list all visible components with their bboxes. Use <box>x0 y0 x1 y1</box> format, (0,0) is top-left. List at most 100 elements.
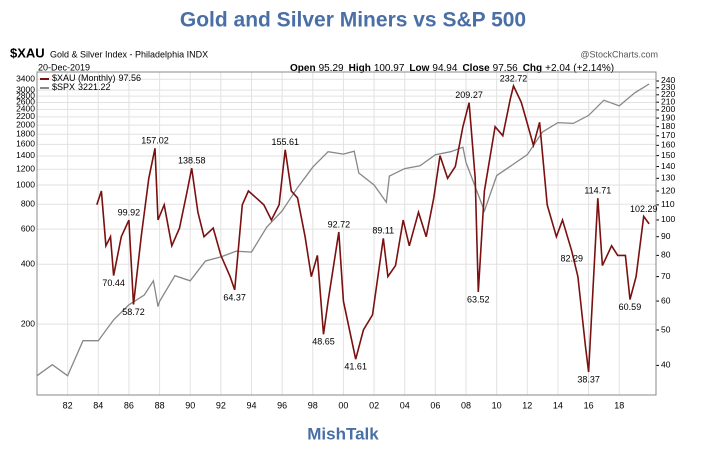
annotation: 92.72 <box>328 219 351 229</box>
y2-tick-label: 50 <box>661 324 671 334</box>
annotation: 70.44 <box>102 278 125 288</box>
y-tick-label: 2200 <box>16 111 35 121</box>
quote-label: Chg <box>523 63 542 74</box>
x-tick-label: 90 <box>185 400 195 410</box>
x-tick-label: 96 <box>277 400 287 410</box>
x-tick-label: 08 <box>461 400 471 410</box>
quote: Open 95.29 High 100.97 Low 94.94 Close 97.56 Chg… <box>290 63 614 74</box>
plot-frame <box>36 71 657 396</box>
annotation: 102.29 <box>630 204 658 214</box>
y-tick-label: 2000 <box>16 119 35 129</box>
annotation: 99.92 <box>118 207 141 217</box>
y2-tick-label: 110 <box>661 199 675 209</box>
annotation: 157.02 <box>141 136 169 146</box>
y-tick-label: 2600 <box>16 97 35 107</box>
y-tick-label: 1200 <box>16 164 35 174</box>
annotation: 138.58 <box>178 156 206 166</box>
x-tick-label: 84 <box>93 400 103 410</box>
y2-tick-label: 60 <box>661 295 671 305</box>
description: Gold & Silver Index - Philadelphia INDX <box>50 49 208 59</box>
series-line <box>96 83 650 373</box>
y2-tick-label: 150 <box>661 150 675 160</box>
annotation: 82.29 <box>560 253 583 263</box>
x-tick-label: 12 <box>522 400 532 410</box>
y2-tick-label: 170 <box>661 130 675 140</box>
footer: MishTalk <box>307 424 379 443</box>
x-tick-label: 82 <box>63 400 73 410</box>
x-tick-label: 98 <box>308 400 318 410</box>
legend-value: 97.56 <box>119 73 142 83</box>
x-tick-label: 02 <box>369 400 379 410</box>
y2-tick-label: 160 <box>661 140 675 150</box>
quote-value: 94.94 <box>432 63 457 74</box>
y-tick-label: 400 <box>21 258 35 268</box>
y2-tick-label: 230 <box>661 82 675 92</box>
legend-entry: $SPX 3221.22 <box>52 82 111 92</box>
y2-tick-label: 240 <box>661 75 675 85</box>
quote-label: Close <box>462 63 490 74</box>
source: @StockCharts.com <box>580 49 658 59</box>
annotation: 155.61 <box>271 137 299 147</box>
y-tick-label: 1400 <box>16 150 35 160</box>
annotation: 60.59 <box>619 302 642 312</box>
x-tick-label: 10 <box>492 400 502 410</box>
chart-title: Gold and Silver Miners vs S&P 500 <box>180 9 526 32</box>
y-tick-label: 3000 <box>16 84 35 94</box>
y2-tick-label: 210 <box>661 96 675 106</box>
annotation: 58.72 <box>122 307 145 317</box>
y2-tick-label: 100 <box>661 214 675 224</box>
y2-tick-label: 140 <box>661 161 675 171</box>
annotation: 48.65 <box>312 337 335 347</box>
y2-tick-label: 190 <box>661 112 675 122</box>
quote-value: 100.97 <box>374 63 405 74</box>
x-tick-label: 18 <box>614 400 624 410</box>
y2-tick-label: 40 <box>661 360 671 370</box>
annotation: 63.52 <box>467 294 490 304</box>
legend-name: $SPX <box>52 82 75 92</box>
date: 20-Dec-2019 <box>38 62 90 72</box>
y2-tick-label: 200 <box>661 104 675 114</box>
x-tick-label: 16 <box>584 400 594 410</box>
x-tick-label: 00 <box>338 400 348 410</box>
y2-tick-label: 70 <box>661 271 671 281</box>
annotation: 64.37 <box>223 292 246 302</box>
y-tick-label: 3400 <box>16 74 35 84</box>
y-tick-label: 1000 <box>16 179 35 189</box>
quote-value: 97.56 <box>493 63 518 74</box>
x-tick-label: 04 <box>400 400 410 410</box>
y2-tick-label: 90 <box>661 231 671 241</box>
y-tick-label: 1600 <box>16 139 35 149</box>
y-tick-label: 1800 <box>16 128 35 138</box>
y2-tick-label: 120 <box>661 185 675 195</box>
quote-label: Low <box>409 63 429 74</box>
y-tick-label: 200 <box>21 318 35 328</box>
legend-value: 3221.22 <box>78 82 111 92</box>
annotation: 38.37 <box>577 374 600 384</box>
y-tick-label: 800 <box>21 199 35 209</box>
x-tick-label: 06 <box>430 400 440 410</box>
x-tick-label: 86 <box>124 400 134 410</box>
annotation: 41.61 <box>344 362 367 372</box>
x-tick-label: 88 <box>155 400 165 410</box>
legend-entry: $XAU (Monthly) 97.56 <box>52 73 141 83</box>
y-tick-label: 600 <box>21 223 35 233</box>
annotation: 209.27 <box>455 90 483 100</box>
y2-tick-label: 130 <box>661 173 675 183</box>
symbol: $XAU <box>10 45 45 60</box>
annotation: 114.71 <box>584 186 611 196</box>
quote-value: +2.04 (+2.14%) <box>545 63 614 74</box>
x-tick-label: 92 <box>216 400 226 410</box>
y2-tick-label: 220 <box>661 89 675 99</box>
annotation: 89.11 <box>372 226 394 236</box>
quote-value: 95.29 <box>319 63 344 74</box>
quote-label: Open <box>290 63 316 74</box>
y2-tick-label: 80 <box>661 250 671 260</box>
x-tick-label: 14 <box>553 400 563 410</box>
quote-label: High <box>349 63 371 74</box>
legend-name: $XAU (Monthly) <box>52 73 116 83</box>
y2-tick-label: 180 <box>661 121 675 131</box>
x-tick-label: 94 <box>246 400 256 410</box>
series-line <box>36 83 650 377</box>
